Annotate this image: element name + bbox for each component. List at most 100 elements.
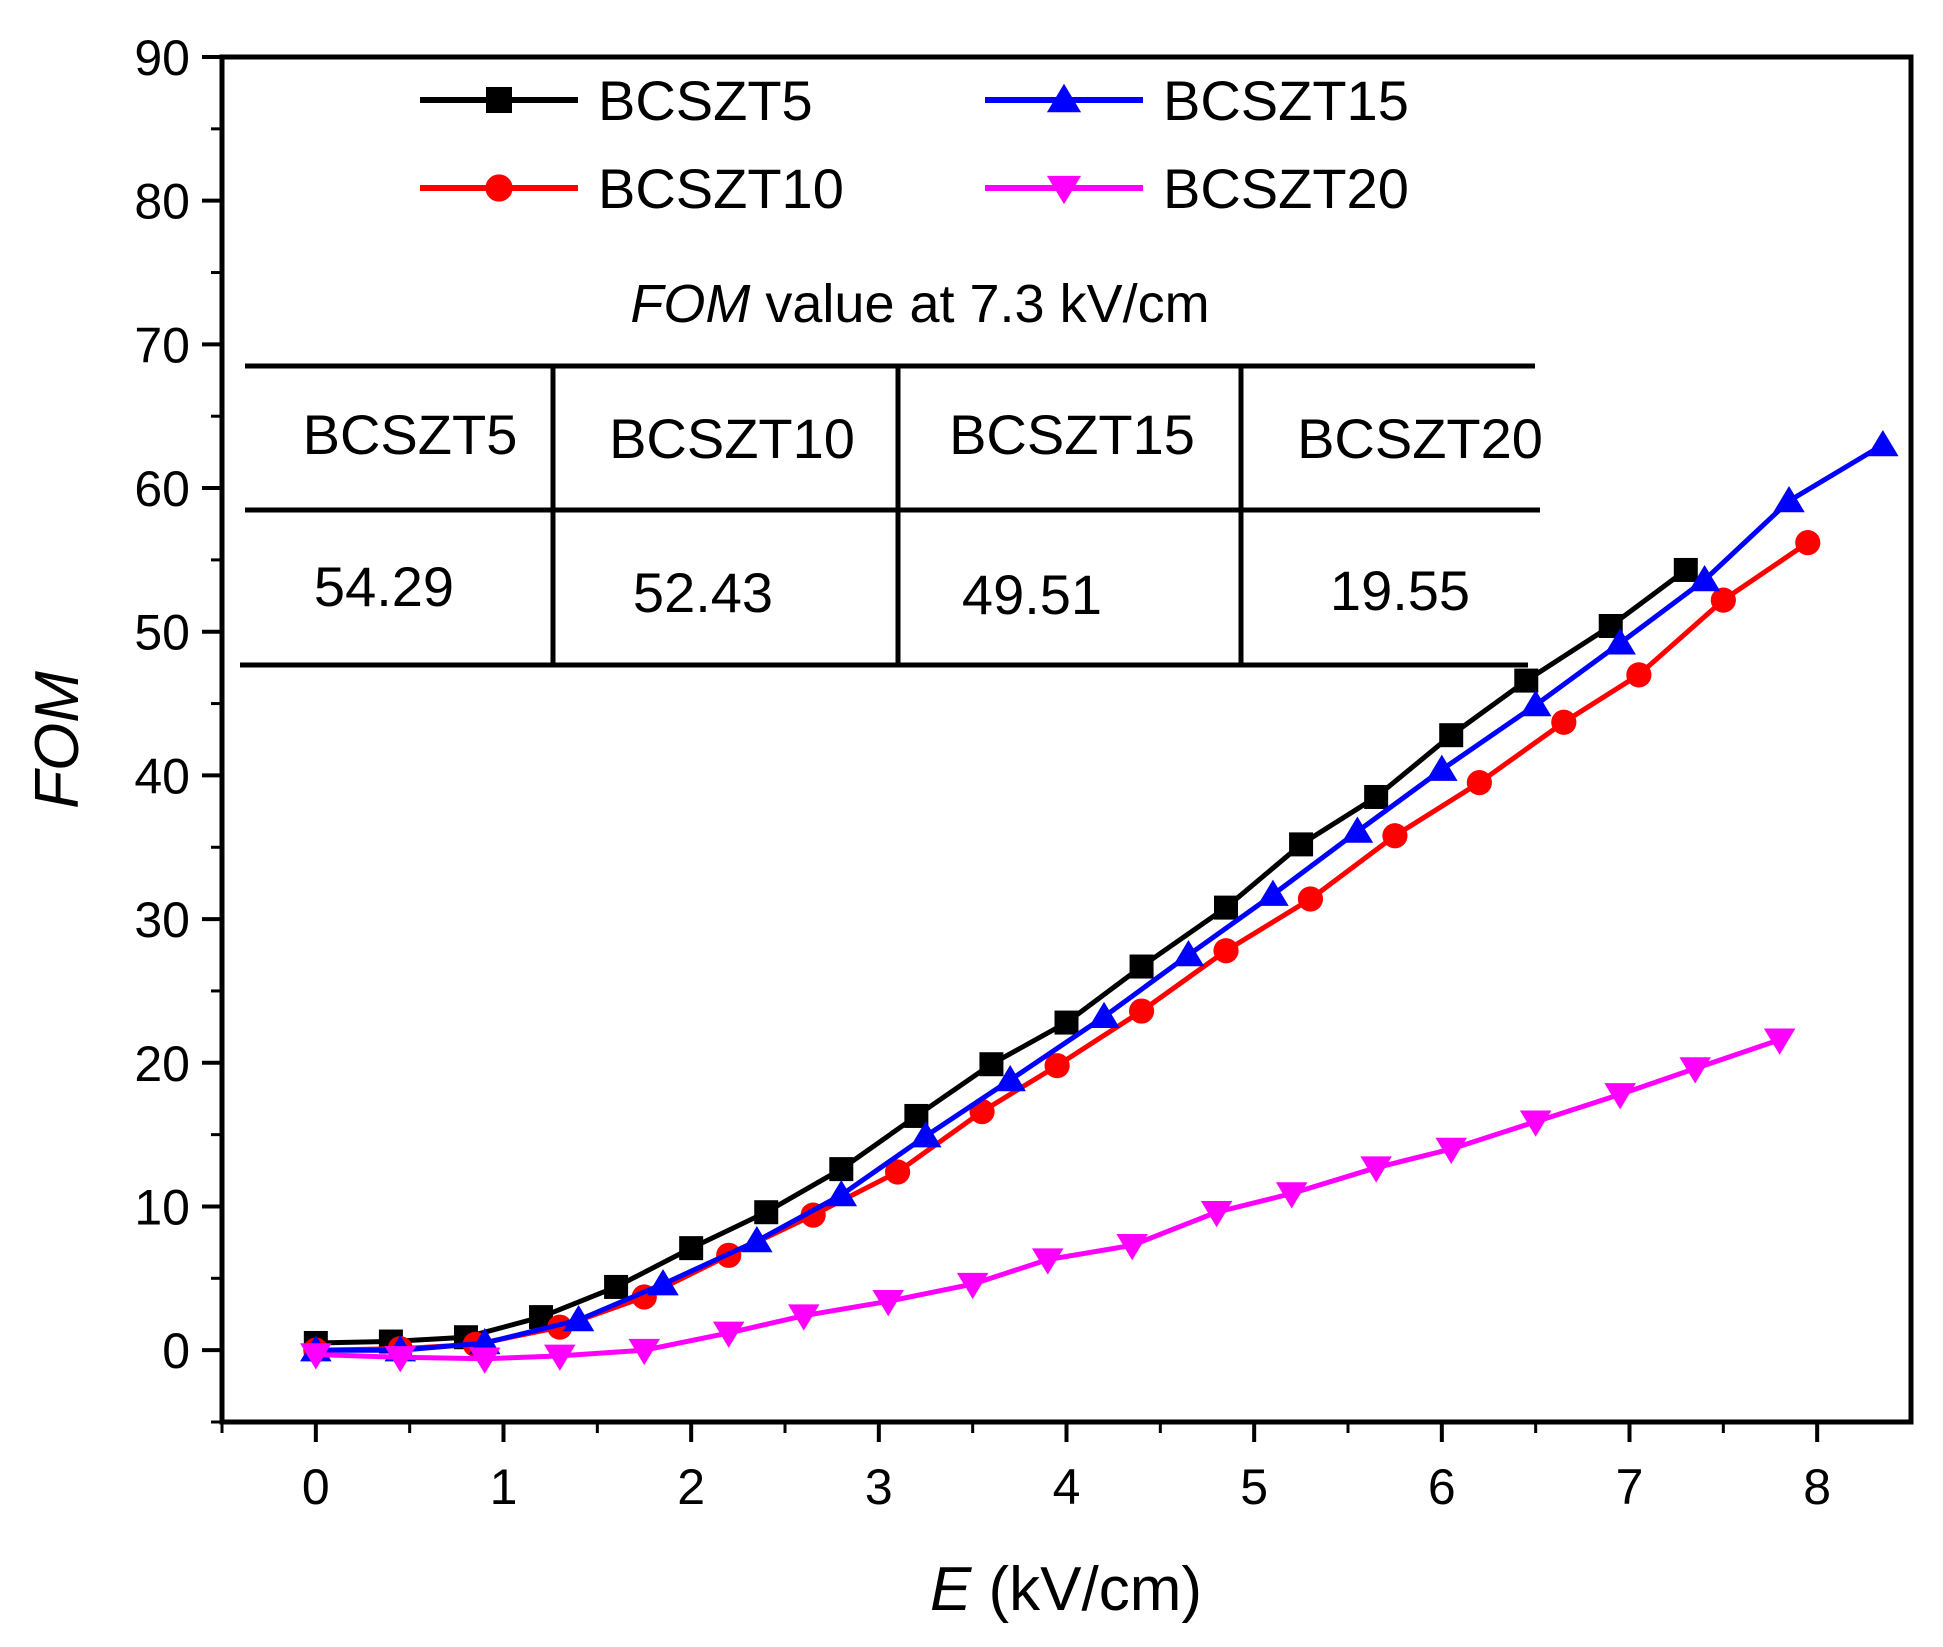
data-point bbox=[741, 1225, 773, 1253]
x-tick-label: 0 bbox=[302, 1459, 330, 1515]
series-bcszt20 bbox=[300, 1028, 1796, 1374]
data-point bbox=[1867, 429, 1899, 457]
legend-marker bbox=[485, 174, 513, 202]
data-point bbox=[1679, 1057, 1711, 1084]
x-axis-variable: E bbox=[930, 1555, 972, 1624]
y-tick-label: 20 bbox=[134, 1036, 190, 1092]
data-point bbox=[1626, 662, 1652, 688]
data-point bbox=[1439, 723, 1464, 748]
table-value-bcszt10: 52.43 bbox=[633, 561, 773, 624]
data-point bbox=[1514, 668, 1539, 693]
data-point bbox=[712, 1321, 745, 1348]
table-header-bcszt15: BCSZT15 bbox=[949, 403, 1195, 466]
data-point bbox=[1031, 1248, 1064, 1275]
table-header-bcszt5: BCSZT5 bbox=[303, 403, 518, 466]
table-header-bcszt10: BCSZT10 bbox=[609, 407, 855, 470]
data-point bbox=[544, 1344, 576, 1371]
data-point bbox=[1773, 485, 1805, 513]
x-tick-label: 2 bbox=[677, 1459, 705, 1515]
data-point bbox=[562, 1304, 595, 1332]
data-point bbox=[1466, 770, 1492, 796]
data-point bbox=[1088, 1001, 1120, 1029]
legend-item-bcszt15: BCSZT15 bbox=[985, 69, 1409, 132]
data-point bbox=[1275, 1182, 1308, 1209]
data-point bbox=[1214, 895, 1239, 920]
data-point bbox=[1673, 557, 1698, 582]
table-value-bcszt20: 19.55 bbox=[1330, 559, 1470, 622]
data-point bbox=[1604, 628, 1636, 655]
series-line-bcszt5 bbox=[315, 567, 1688, 1346]
data-point bbox=[1710, 587, 1736, 613]
y-tick-label: 0 bbox=[162, 1323, 190, 1379]
series-bcszt10 bbox=[303, 530, 1821, 1363]
data-point bbox=[1044, 1053, 1070, 1079]
series-layer bbox=[300, 429, 1899, 1374]
inset-table-title-variable: FOM bbox=[630, 274, 750, 334]
legend-marker bbox=[1046, 83, 1082, 113]
inset-table-title-rest: value at 7.3 kV/cm bbox=[750, 274, 1209, 334]
legend-item-bcszt20: BCSZT20 bbox=[985, 157, 1409, 220]
data-point bbox=[1116, 1234, 1148, 1261]
data-point bbox=[1257, 879, 1289, 906]
data-point bbox=[1129, 954, 1154, 979]
y-tick-label: 60 bbox=[134, 461, 190, 517]
y-tick-label: 80 bbox=[134, 174, 190, 230]
legend-label: BCSZT10 bbox=[598, 157, 844, 220]
data-point bbox=[1763, 1028, 1796, 1055]
data-point bbox=[994, 1065, 1026, 1092]
data-point bbox=[825, 1179, 858, 1207]
y-tick-label: 90 bbox=[134, 30, 190, 86]
data-point bbox=[1435, 1137, 1467, 1164]
inset-table: FOM value at 7.3 kV/cm BCSZT5 BCSZT10 BC… bbox=[240, 274, 1543, 668]
table-value-bcszt5: 54.29 bbox=[314, 555, 454, 618]
y-tick-label: 10 bbox=[134, 1179, 190, 1235]
x-tick-label: 7 bbox=[1616, 1459, 1644, 1515]
y-tick-label: 30 bbox=[134, 892, 190, 948]
data-point bbox=[1688, 565, 1721, 592]
legend-label: BCSZT20 bbox=[1163, 157, 1409, 220]
data-point bbox=[872, 1290, 904, 1317]
legend-item-bcszt5: BCSZT5 bbox=[420, 69, 813, 132]
table-value-bcszt15: 49.51 bbox=[962, 563, 1102, 626]
x-tick-label: 5 bbox=[1240, 1459, 1268, 1515]
data-point bbox=[1382, 823, 1408, 849]
legend-item-bcszt10: BCSZT10 bbox=[420, 157, 844, 220]
data-point bbox=[1289, 832, 1314, 857]
data-point bbox=[885, 1159, 911, 1185]
data-point bbox=[1364, 784, 1389, 809]
x-tick-label: 1 bbox=[490, 1459, 518, 1515]
x-axis-title: E (kV/cm) bbox=[930, 1555, 1202, 1624]
plot-frame bbox=[219, 54, 1914, 1425]
table-header-bcszt20: BCSZT20 bbox=[1297, 407, 1543, 470]
legend-marker bbox=[486, 87, 512, 113]
data-point bbox=[1519, 1110, 1552, 1137]
data-point bbox=[979, 1052, 1004, 1077]
data-point bbox=[1213, 938, 1239, 964]
data-point bbox=[956, 1272, 989, 1300]
data-point bbox=[1604, 1083, 1636, 1110]
data-point bbox=[1360, 1156, 1392, 1183]
data-point bbox=[647, 1269, 679, 1296]
x-tick-label: 4 bbox=[1053, 1459, 1081, 1515]
data-point bbox=[1172, 940, 1205, 967]
data-point bbox=[300, 1343, 332, 1370]
y-tick-label: 50 bbox=[134, 605, 190, 661]
data-point bbox=[754, 1200, 779, 1225]
x-tick-label: 6 bbox=[1428, 1459, 1456, 1515]
series-bcszt5 bbox=[303, 557, 1698, 1355]
data-point bbox=[604, 1274, 629, 1299]
data-point bbox=[468, 1347, 501, 1374]
data-point bbox=[829, 1157, 854, 1182]
data-point bbox=[1795, 530, 1821, 556]
y-tick-label: 40 bbox=[134, 748, 190, 804]
data-point bbox=[788, 1304, 820, 1331]
data-point bbox=[1551, 709, 1577, 735]
legend-label: BCSZT5 bbox=[598, 69, 813, 132]
data-point bbox=[679, 1236, 704, 1261]
legend: BCSZT5 BCSZT10 BCSZT15 BCSZT20 bbox=[420, 69, 1409, 220]
legend-label: BCSZT15 bbox=[1163, 69, 1409, 132]
y-tick-label: 70 bbox=[134, 317, 190, 373]
data-point bbox=[910, 1121, 942, 1148]
